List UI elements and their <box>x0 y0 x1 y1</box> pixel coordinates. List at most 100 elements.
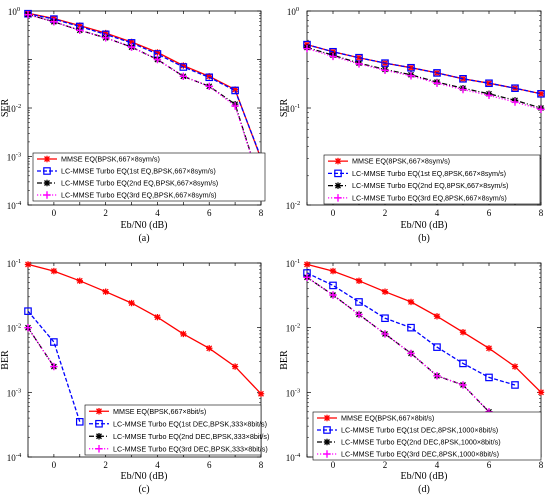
legend-label: MMSE EQ(8PSK,667×8sym/s) <box>352 157 450 166</box>
legend-marker <box>323 438 331 446</box>
data-point <box>485 91 493 100</box>
series-line <box>27 263 262 395</box>
legend-label: LC-MMSE Turbo EQ(2nd EQ,BPSK,667×8sym/s) <box>61 179 218 188</box>
data-point <box>537 90 545 98</box>
data-point <box>433 343 441 351</box>
y-axis-label: SER <box>0 99 11 118</box>
y-axis-label: BER <box>279 350 290 370</box>
data-point <box>537 105 545 113</box>
series-line <box>27 13 262 158</box>
legend-marker <box>95 419 103 428</box>
legend-label: MMSE EQ(BPSK,667×8sym/s) <box>61 155 160 164</box>
x-tick-label: 4 <box>435 208 440 218</box>
series-2 <box>303 269 519 389</box>
legend-label: LC-MMSE Turbo EQ(1st EQ,BPSK,667×8sym/s) <box>61 167 216 176</box>
y-axis-label: BER <box>0 350 11 370</box>
legend-marker <box>334 157 342 165</box>
legend-label: LC-MMSE Turbo EQ(1st DEC,BPSK,333×8bit/s… <box>113 419 267 428</box>
x-tick-label: 8 <box>539 208 544 218</box>
data-point <box>24 307 32 315</box>
data-point <box>407 298 415 306</box>
x-tick-label: 4 <box>155 208 160 218</box>
legend-label: LC-MMSE Turbo EQ(1st DEC,8PSK,1000×8bit/… <box>341 426 498 435</box>
data-point <box>511 381 519 389</box>
x-tick-label: 6 <box>487 460 492 470</box>
data-point <box>231 102 239 110</box>
data-point <box>485 79 493 88</box>
x-tick-label: 6 <box>207 208 212 218</box>
legend-box <box>32 152 266 202</box>
legend-label: LC-MMSE Turbo EQ(2nd DEC,BPSK,333×8bit/s… <box>113 432 269 441</box>
legend-marker <box>95 445 103 453</box>
x-tick-label: 4 <box>155 460 160 470</box>
x-tick-label: 6 <box>487 208 492 218</box>
legend-label: LC-MMSE Turbo EQ(3rd EQ,8PSK,667×8sym/s) <box>352 193 507 202</box>
data-point <box>127 43 136 51</box>
legend-label: LC-MMSE Turbo EQ(2nd DEC,8PSK,1000×8bit/… <box>341 438 501 447</box>
data-point <box>329 291 337 299</box>
data-point <box>76 22 83 29</box>
x-tick-label: 2 <box>383 460 388 470</box>
data-point <box>76 277 83 285</box>
y-tick-label: 10-4 <box>7 200 22 211</box>
data-point <box>537 389 545 396</box>
data-point <box>355 60 363 68</box>
data-point <box>355 54 363 61</box>
x-tick-label: 0 <box>331 460 336 470</box>
legend: MMSE EQ(BPSK,667×8bit/s) LC-MMSE Turbo EQ… <box>312 411 542 461</box>
data-point <box>381 288 389 295</box>
data-point <box>537 90 545 98</box>
panel-label: (c) <box>138 484 149 495</box>
y-tick-label: 10-2 <box>7 323 21 334</box>
data-point <box>303 44 311 53</box>
data-point <box>128 299 135 307</box>
chart-panel-b: 0 2 4 6 8 100 10-1 10-2 Eb/N0 (dB) (b) SER MMSE EQ(… <box>279 6 545 244</box>
data-point <box>50 267 58 275</box>
x-axis-label: Eb/N0 (dB) <box>401 220 448 231</box>
series-2 <box>24 307 84 426</box>
data-point <box>459 85 467 94</box>
y-axis-label: SER <box>279 99 290 118</box>
data-point <box>50 338 58 346</box>
y-tick-label: 10-1 <box>286 258 300 269</box>
data-point <box>206 73 213 80</box>
x-tick-label: 2 <box>103 460 108 470</box>
legend-marker <box>43 167 51 175</box>
data-point <box>433 69 441 77</box>
data-point <box>179 63 188 71</box>
data-point <box>154 314 161 321</box>
data-point <box>355 298 363 306</box>
legend: MMSE EQ(BPSK,667×8bit/s) LC-MMSE Turbo EQ… <box>84 404 269 456</box>
legend-marker <box>323 426 331 434</box>
data-point <box>102 29 109 37</box>
data-point <box>355 310 363 319</box>
legend-marker <box>323 414 331 422</box>
data-point <box>180 330 187 338</box>
y-tick-label: 10-3 <box>7 387 21 398</box>
data-point <box>231 86 239 93</box>
y-tick-label: 10-1 <box>7 258 21 269</box>
legend-marker <box>323 450 331 458</box>
data-point <box>303 273 311 282</box>
data-point <box>485 345 493 352</box>
data-point <box>459 329 467 336</box>
data-point <box>75 418 84 426</box>
data-point <box>231 86 239 95</box>
x-axis-label: Eb/N0 (dB) <box>121 471 168 482</box>
data-point <box>24 323 32 332</box>
y-tick-label: 100 <box>8 6 20 17</box>
legend-label: LC-MMSE Turbo EQ(3rd DEC,BPSK,333×8bit/s… <box>113 444 268 453</box>
x-tick-label: 8 <box>259 208 264 218</box>
y-tick-label: 10-3 <box>7 152 21 163</box>
series-4 <box>24 323 58 371</box>
data-point <box>485 373 493 382</box>
series-line <box>27 13 262 186</box>
data-point <box>257 390 265 397</box>
series-line <box>306 43 542 95</box>
data-point <box>407 72 415 80</box>
data-point <box>459 359 467 368</box>
legend-box <box>312 411 542 461</box>
panel-label: (b) <box>418 233 430 244</box>
chart-panel-c: 0 2 4 6 8 10-1 10-2 10-3 10-4 Eb/N0 (dB) (c) BER MMS… <box>0 258 269 495</box>
